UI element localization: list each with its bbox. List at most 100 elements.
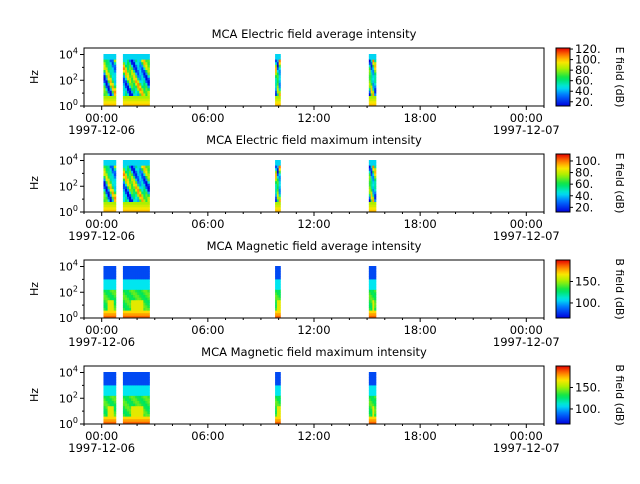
spectrogram-cell [105,193,108,197]
spectrogram-cell [103,69,106,73]
spectrogram-cell [137,413,140,417]
y-tick-label: 104 [59,47,78,62]
spectrogram-cell [133,56,136,60]
spectrogram-cell [105,307,108,311]
spectrogram-cell [113,408,117,412]
spectrogram-cell [145,193,148,197]
spectrogram-cell [139,54,142,57]
spectrogram-cell [124,387,128,391]
x-tick-label: 12:00 [297,323,330,337]
spectrogram-cell [105,379,108,383]
spectrogram-cell [129,413,132,417]
spectrogram-cell [368,206,372,210]
spectrogram-cell [105,180,108,184]
spectrogram-cell [275,387,278,391]
spectrogram-cell [141,273,144,277]
spectrogram-cell [374,56,377,60]
spectrogram-cell [113,54,117,57]
spectrogram-cell [147,292,150,295]
spectrogram-cell [103,85,106,89]
spectrogram-cell [122,64,126,68]
spectrogram-cell [143,403,146,407]
spectrogram-cell [278,421,281,425]
spectrogram-cell [109,77,113,81]
spectrogram-cell [103,266,106,269]
spectrogram-cell [107,93,111,96]
spectrogram-cell [276,206,280,210]
spectrogram-cell [276,170,280,174]
spectrogram-cell [147,160,150,163]
spectrogram-cell [127,69,130,73]
spectrogram-cell [135,69,138,73]
spectrogram-cell [122,379,126,383]
spectrogram-cell [141,204,144,208]
spectrogram-cell [124,61,128,65]
spectrogram-cell [127,379,130,383]
spectrogram-cell [107,400,111,404]
spectrogram-cell [127,310,130,314]
spectrogram-cell [107,167,111,171]
spectrogram-cell [127,160,130,163]
spectrogram-cell [129,98,132,102]
spectrogram-cell [127,411,130,414]
spectrogram-cell [147,310,150,314]
spectrogram-cell [368,395,372,399]
spectrogram-cell [143,167,146,171]
spectrogram-cell [131,416,134,420]
data-segment [275,54,281,107]
spectrogram-cell [276,281,280,285]
spectrogram-cell [122,98,126,102]
spectrogram-cell [122,72,126,76]
spectrogram-cell [131,413,134,417]
spectrogram-cell [103,302,106,306]
spectrogram-cell [147,377,150,381]
panel-1: MCA Electric field average intensity1001… [28,27,626,137]
spectrogram-cell [122,411,126,414]
spectrogram-cell [111,103,115,107]
spectrogram-cell [129,315,132,319]
spectrogram-cell [276,299,280,303]
spectrogram-cell [111,377,115,381]
spectrogram-cell [372,310,375,314]
spectrogram-cell [276,289,280,293]
spectrogram-cell [135,67,138,70]
spectrogram-cell [145,312,148,316]
spectrogram-cell [141,408,144,412]
spectrogram-cell [135,268,138,272]
spectrogram-cell [370,72,373,76]
spectrogram-cell [276,379,280,383]
spectrogram-cell [131,310,134,314]
spectrogram-cell [111,56,115,60]
spectrogram-cell [370,160,373,163]
spectrogram-cell [141,385,144,388]
spectrogram-cell [113,413,117,417]
spectrogram-cell [145,392,148,396]
spectrogram-cell [113,379,117,383]
spectrogram-cell [105,72,108,76]
spectrogram-cell [113,72,117,76]
spectrogram-cell [368,64,372,68]
spectrogram-cell [275,377,278,381]
spectrogram-cell [141,266,144,269]
spectrogram-cell [278,61,281,65]
spectrogram-cell [137,307,140,311]
data-segment [122,160,150,213]
spectrogram-cell [129,405,132,409]
spectrogram-cell [103,173,106,176]
spectrogram-cell [278,279,281,282]
spectrogram-cell [137,204,140,208]
spectrogram-cell [139,307,142,311]
spectrogram-cell [133,193,136,197]
spectrogram-cell [103,395,106,399]
spectrogram-cell [129,302,132,306]
spectrogram-cell [103,416,106,420]
spectrogram-cell [111,403,115,407]
spectrogram-cell [133,209,136,213]
spectrogram-cell [139,90,142,94]
spectrogram-cell [372,418,375,422]
spectrogram-cell [107,421,111,425]
spectrogram-cell [278,93,281,96]
spectrogram-cell [109,69,113,73]
spectrogram-cell [124,289,128,293]
x-tick-label: 06:00 [191,323,224,337]
